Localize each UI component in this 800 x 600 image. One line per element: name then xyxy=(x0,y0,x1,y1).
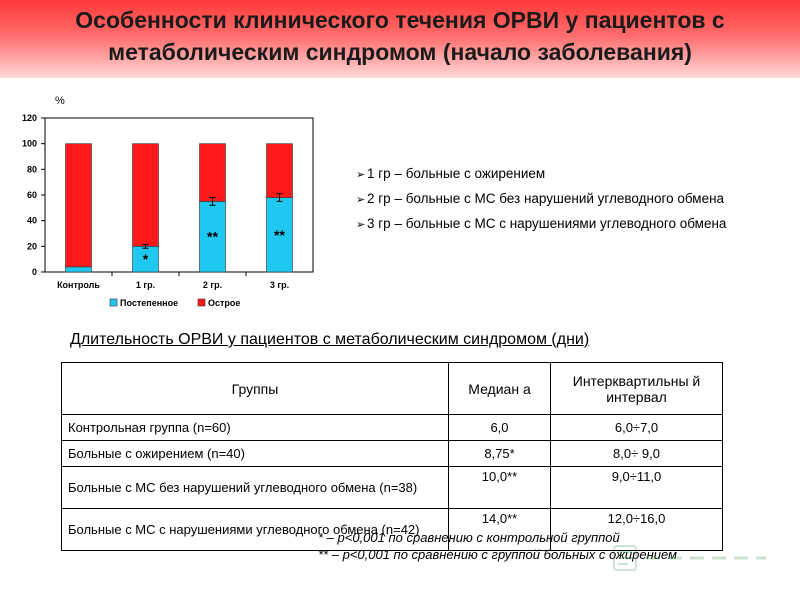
y-tick-label: 100 xyxy=(22,139,37,149)
table-cell-group: Больные с МС с нарушениями углеводного о… xyxy=(61,508,449,551)
header-median: Медиан а xyxy=(448,362,551,415)
table-cell-group: Больные с ожирением (n=40) xyxy=(61,440,449,467)
x-tick-label: 1 гр. xyxy=(136,280,155,290)
significance-marker: * xyxy=(143,251,149,267)
arrow-bullet-icon: ➢ xyxy=(356,194,366,206)
table-row: Контрольная группа (n=60) 6,0 6,0÷7,0 xyxy=(61,414,723,441)
header-groups: Группы xyxy=(61,362,449,415)
x-tick-label: 2 гр. xyxy=(203,280,222,290)
table-cell-iqr: 9,0÷11,0 xyxy=(550,466,723,509)
title-banner: Особенности клинического течения ОРВИ у … xyxy=(0,0,800,78)
header-iqr: Интерквартильны й интервал xyxy=(550,362,723,415)
group-definition-item: ➢ 2 гр – больные с МС без нарушений углев… xyxy=(356,187,726,212)
bar-acute xyxy=(199,143,226,202)
y-tick-label: 40 xyxy=(27,216,37,226)
bars: *** ** xyxy=(65,143,293,273)
y-axis: 0 20 40 60 80 100 120 xyxy=(22,113,45,277)
table-row: Больные с МС без нарушений углеводного о… xyxy=(61,466,723,509)
x-axis: Контроль 1 гр. 2 гр. 3 гр. xyxy=(57,272,289,290)
x-tick-label: 3 гр. xyxy=(270,280,289,290)
bar-gradual xyxy=(65,266,92,273)
duration-table: Группы Медиан а Интерквартильны й интерв… xyxy=(61,362,723,551)
y-tick-label: 60 xyxy=(27,190,37,200)
arrow-bullet-icon: ➢ xyxy=(356,219,366,231)
footnote-single-star: * – p<0,001 по сравнению с контрольной г… xyxy=(318,530,620,545)
page-title: Особенности клинического течения ОРВИ у … xyxy=(75,7,725,65)
bar-acute xyxy=(65,143,92,268)
bar-acute xyxy=(132,143,159,247)
table-cell-iqr: 8,0÷ 9,0 xyxy=(550,440,723,467)
arrow-bullet-icon: ➢ xyxy=(356,169,366,181)
table-caption: Длительность ОРВИ у пациентов с метаболи… xyxy=(70,331,590,348)
chart-legend: Постепенное Острое xyxy=(109,298,240,308)
table-cell-median: 6,0 xyxy=(448,414,551,441)
bar-gradual xyxy=(199,201,226,273)
group-definition-item: ➢ 3 гр – больные с МС с нарушениями углев… xyxy=(356,212,726,237)
significance-marker: ** xyxy=(207,229,218,245)
significance-marker: ** xyxy=(274,227,285,243)
legend-label-gradual: Постепенное xyxy=(120,298,178,308)
table-row: Больные с ожирением (n=40) 8,75* 8,0÷ 9,… xyxy=(61,440,723,467)
table-cell-median: 14,0** xyxy=(448,508,551,551)
table-row: Больные с МС с нарушениями углеводного о… xyxy=(61,508,723,551)
table-cell-iqr: 12,0÷16,0 xyxy=(550,508,723,551)
y-tick-label: 120 xyxy=(22,113,37,123)
legend-swatch-acute xyxy=(197,298,206,307)
table-cell-iqr: 6,0÷7,0 xyxy=(550,414,723,441)
bar-gradual xyxy=(132,246,159,273)
y-tick-label: 20 xyxy=(27,241,37,251)
table-header-row: Группы Медиан а Интерквартильны й интерв… xyxy=(61,362,723,415)
legend-label-acute: Острое xyxy=(208,298,240,308)
group-definition-item: ➢ 1 гр – больные с ожирением xyxy=(356,162,726,187)
footnote-double-star: ** – p<0,001 по сравнению с группой боль… xyxy=(318,547,677,562)
y-tick-label: 80 xyxy=(27,164,37,174)
legend-swatch-gradual xyxy=(109,298,118,307)
table-cell-median: 10,0** xyxy=(448,466,551,509)
group-definitions: ➢ 1 гр – больные с ожирением ➢ 2 гр – боль… xyxy=(356,162,726,237)
table-cell-median: 8,75* xyxy=(448,440,551,467)
x-tick-label: Контроль xyxy=(57,280,100,290)
table-cell-group: Контрольная группа (n=60) xyxy=(61,414,449,441)
footnotes: * – p<0,001 по сравнению с контрольной г… xyxy=(318,529,677,563)
y-tick-label: 0 xyxy=(32,267,37,277)
watermark-logo-icon xyxy=(613,545,766,571)
table-cell-group: Больные с МС без нарушений углеводного о… xyxy=(61,466,449,509)
y-axis-label: % xyxy=(55,95,65,107)
bar-acute xyxy=(266,143,293,198)
bar-gradual xyxy=(266,197,293,273)
